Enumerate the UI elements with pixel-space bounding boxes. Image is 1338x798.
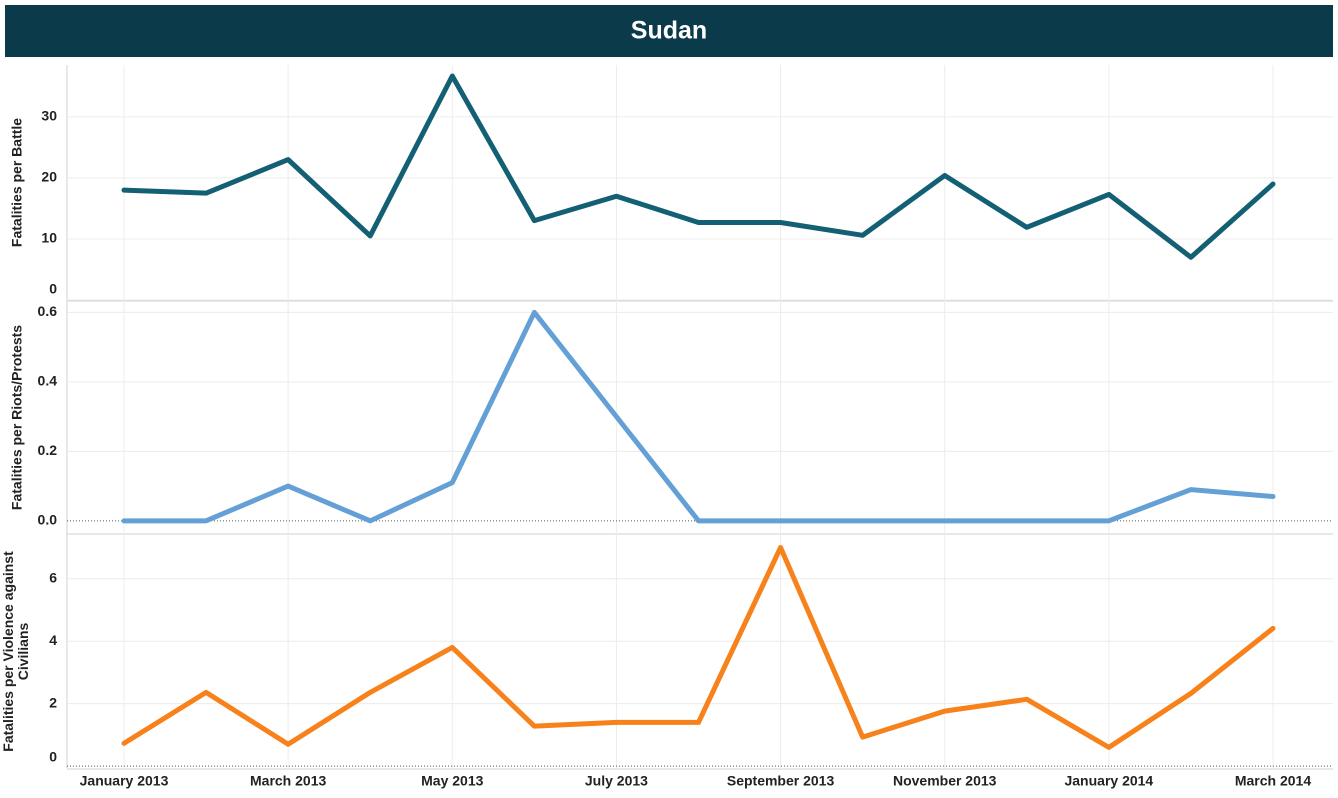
x-tick-label: May 2013 [421,773,483,789]
y-tick-label: 0.0 [38,512,58,528]
y-tick-label: 10 [41,230,57,246]
data-line [121,73,1276,260]
y-tick-label: 0 [49,749,57,765]
chart-title: Sudan [631,17,707,45]
x-tick-label: January 2013 [80,773,169,789]
y-tick-label: 0.2 [38,442,58,458]
y-tick-label: 0 [49,281,57,297]
x-tick-label: July 2013 [585,773,648,789]
y-tick-label: 6 [49,569,57,585]
y-tick-label: 4 [49,632,57,648]
y-axis-label: Fatalities per Violence againstCivilians [0,551,31,752]
y-tick-label: 0.6 [38,303,58,319]
y-tick-label: 2 [49,694,57,710]
title-bar [5,5,1333,57]
x-tick-label: November 2013 [893,773,997,789]
y-tick-label: 30 [41,108,57,124]
y-tick-label: 20 [41,169,57,185]
x-tick-label: September 2013 [727,773,835,789]
y-axis-label: Fatalities per Battle [9,118,25,247]
x-tick-label: March 2013 [250,773,326,789]
y-tick-label: 0.4 [38,373,58,389]
y-axis-label: Fatalities per Riots/Protests [9,325,25,510]
x-tick-label: March 2014 [1235,773,1311,789]
x-tick-label: January 2014 [1064,773,1153,789]
data-line [121,544,1276,750]
data-line [121,309,1276,524]
